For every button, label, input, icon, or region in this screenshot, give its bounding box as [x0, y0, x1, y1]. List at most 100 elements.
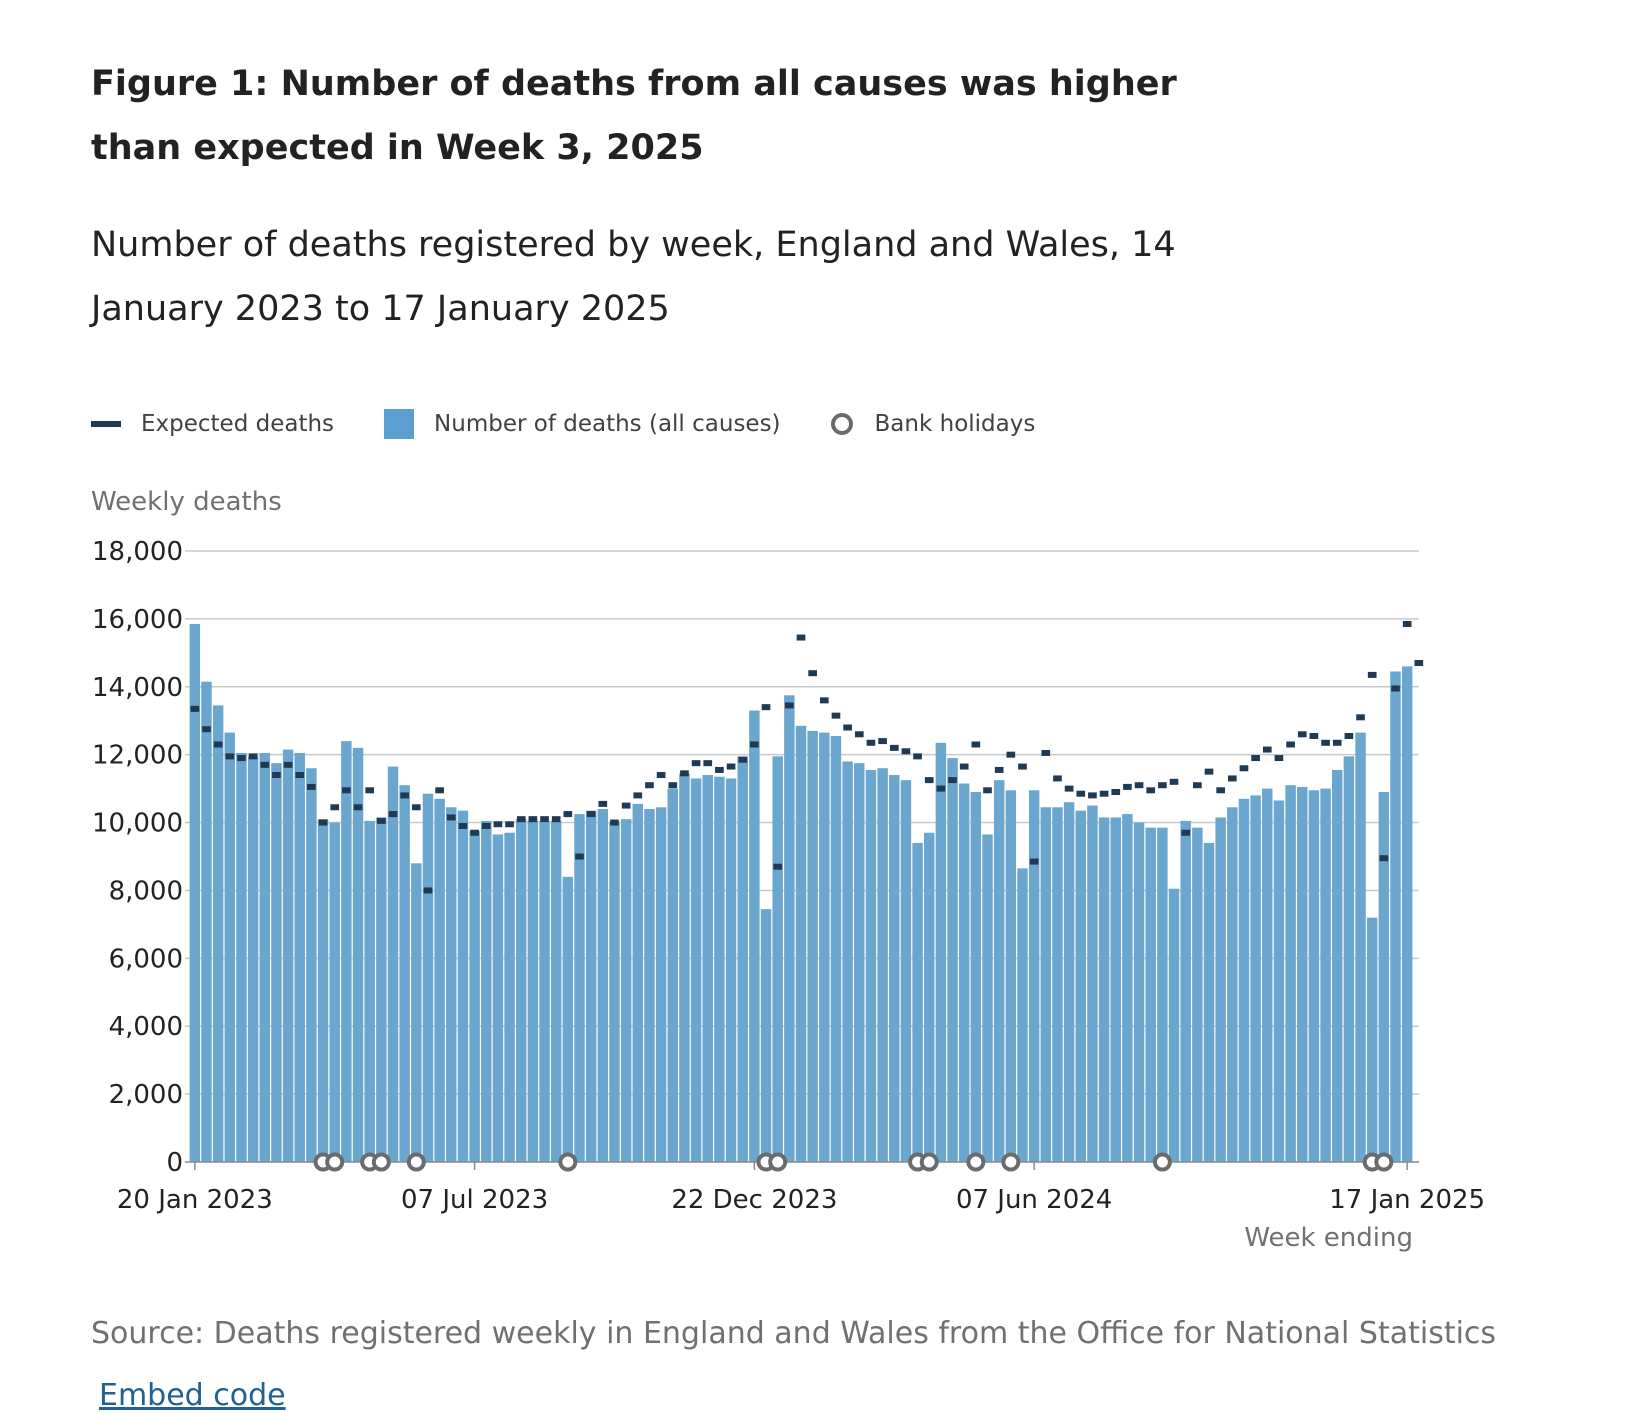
expected-deaths-marker — [959, 763, 969, 770]
expected-deaths-marker — [423, 887, 433, 894]
deaths-bar — [1250, 795, 1261, 1162]
deaths-bar — [1227, 807, 1238, 1162]
expected-deaths-marker — [1169, 778, 1179, 785]
expected-deaths-marker — [1391, 685, 1400, 692]
expected-deaths-marker — [971, 741, 981, 748]
ring-icon — [830, 413, 853, 435]
expected-deaths-marker — [1029, 858, 1039, 865]
deaths-bar — [504, 832, 515, 1162]
expected-deaths-marker — [1297, 731, 1307, 738]
expected-deaths-marker — [365, 787, 375, 794]
deaths-bar — [877, 768, 888, 1162]
expected-deaths-marker — [610, 819, 619, 826]
expected-deaths-marker — [1018, 763, 1027, 770]
expected-deaths-marker — [516, 816, 526, 823]
deaths-bar — [434, 798, 445, 1162]
expected-deaths-marker — [621, 802, 631, 809]
embed-code-link[interactable]: Embed code — [99, 1378, 286, 1413]
expected-deaths-marker — [400, 792, 409, 799]
deaths-bar — [585, 810, 597, 1162]
deaths-bar — [982, 834, 993, 1162]
y-tick-label: 14,000 — [92, 673, 183, 703]
y-tick-label: 10,000 — [92, 809, 183, 839]
deaths-bar — [364, 820, 375, 1162]
expected-deaths-marker — [715, 766, 724, 773]
deaths-bar — [189, 623, 201, 1162]
expected-deaths-marker — [1146, 787, 1156, 794]
deaths-bar — [1110, 817, 1121, 1162]
deaths-bar — [306, 768, 317, 1162]
expected-deaths-marker — [819, 697, 829, 704]
x-tick-label: 07 Jul 2023 — [401, 1185, 548, 1215]
deaths-bar — [1332, 769, 1343, 1162]
deaths-bar — [1343, 756, 1355, 1162]
expected-deaths-marker — [1006, 751, 1016, 758]
deaths-bar — [807, 730, 818, 1162]
deaths-bar — [1192, 827, 1203, 1162]
deaths-bar — [854, 763, 865, 1162]
expected-deaths-marker — [773, 863, 783, 870]
expected-deaths-marker — [1227, 775, 1237, 782]
expected-deaths-marker — [1367, 671, 1377, 678]
deaths-bar — [1262, 788, 1273, 1162]
deaths-bar — [1098, 817, 1110, 1162]
legend-label-bank-holidays: Bank holidays — [874, 411, 1036, 437]
expected-deaths-marker — [260, 761, 270, 768]
expected-deaths-marker — [505, 821, 514, 828]
expected-deaths-marker — [330, 804, 340, 811]
expected-deaths-marker — [1088, 792, 1097, 799]
deaths-bar — [399, 785, 410, 1162]
deaths-bar — [865, 769, 877, 1162]
expected-deaths-marker — [691, 760, 701, 767]
deaths-bar — [958, 783, 970, 1162]
expected-deaths-marker — [1134, 782, 1144, 789]
deaths-bar — [539, 820, 550, 1162]
deaths-bar — [446, 807, 457, 1162]
deaths-bar — [1040, 807, 1052, 1162]
deaths-bar — [1133, 822, 1145, 1162]
x-tick-label: 17 Jan 2025 — [1329, 1185, 1485, 1215]
bank-holiday-marker — [325, 1152, 345, 1172]
expected-deaths-marker — [446, 814, 456, 821]
expected-deaths-marker — [575, 853, 584, 860]
expected-dash-icon — [91, 421, 121, 427]
expected-deaths-marker — [1309, 732, 1319, 739]
y-axis-title: Weekly deaths — [91, 487, 282, 517]
deaths-bar — [620, 819, 632, 1162]
deaths-bar — [1168, 888, 1180, 1162]
legend-label-deaths: Number of deaths (all causes) — [434, 411, 781, 437]
deaths-bar — [819, 732, 830, 1162]
deaths-bar — [352, 747, 364, 1162]
deaths-bar — [784, 695, 795, 1162]
deaths-bar — [224, 732, 236, 1162]
expected-deaths-marker — [248, 753, 258, 760]
bank-holiday-marker — [1152, 1152, 1172, 1172]
expected-deaths-marker — [1064, 785, 1074, 792]
expected-deaths-marker — [586, 811, 596, 818]
deaths-bar — [574, 814, 585, 1162]
deaths-bar — [201, 681, 212, 1162]
deaths-bar — [1203, 842, 1215, 1162]
deaths-bar — [644, 808, 655, 1162]
expected-deaths-marker — [948, 777, 957, 784]
expected-deaths-marker — [563, 811, 573, 818]
expected-deaths-marker — [1344, 732, 1354, 739]
expected-deaths-marker — [1099, 790, 1109, 797]
expected-deaths-marker — [237, 755, 246, 762]
expected-deaths-marker — [831, 712, 841, 719]
deaths-bar — [760, 909, 772, 1162]
deaths-bar — [1401, 666, 1413, 1162]
expected-deaths-marker — [633, 792, 643, 799]
deaths-bar — [924, 832, 935, 1162]
expected-deaths-marker — [377, 817, 386, 824]
deaths-bar — [527, 820, 539, 1162]
deaths-bar — [1297, 786, 1308, 1162]
deaths-bar — [1005, 790, 1017, 1162]
expected-deaths-marker — [295, 772, 305, 779]
expected-deaths-marker — [493, 821, 503, 828]
expected-deaths-marker — [1379, 855, 1389, 862]
deaths-bar — [247, 756, 259, 1162]
expected-deaths-marker — [1286, 741, 1295, 748]
deaths-bar — [469, 831, 480, 1162]
expected-deaths-marker — [680, 770, 689, 777]
